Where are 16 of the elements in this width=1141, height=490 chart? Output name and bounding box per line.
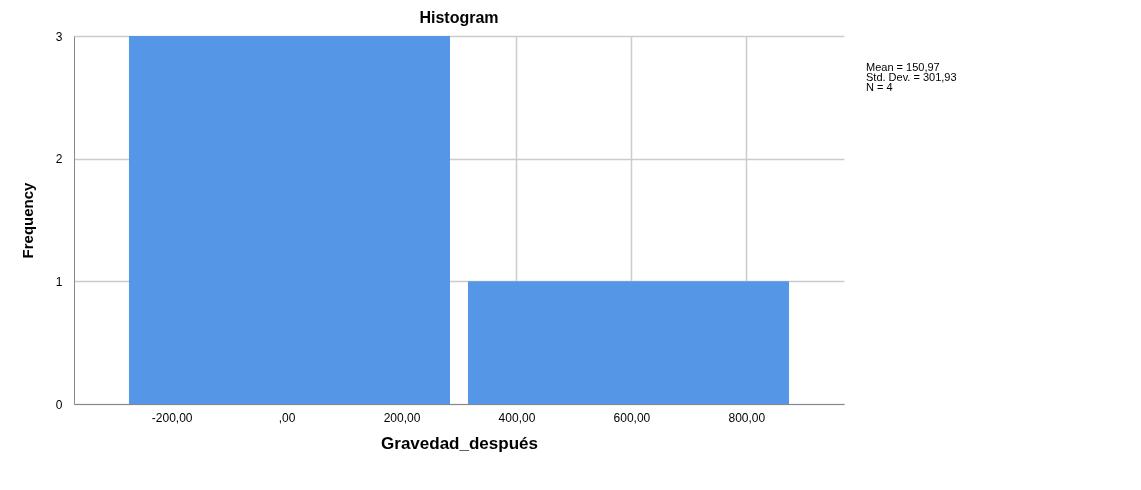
x-tick-label: 200,00: [383, 410, 421, 425]
y-axis-title: Frequency: [18, 181, 36, 259]
x-tick-label: -200,00: [151, 410, 193, 425]
text: N = 4: [866, 81, 894, 93]
y-tick-label: 3: [55, 29, 63, 44]
y-tick-label: 1: [55, 274, 63, 289]
text: Mean = 150,97: [866, 61, 940, 73]
x-tick-label: 600,00: [613, 410, 651, 425]
x-axis-title: Gravedad_después: [381, 433, 538, 453]
text: Std. Dev. = 301,93: [866, 71, 957, 83]
chart-title: Histogram: [419, 9, 499, 26]
y-tick-label: 2: [55, 152, 63, 167]
x-tick-label: ,00: [278, 410, 296, 425]
y-tick-label: 0: [55, 397, 63, 412]
x-tick-label: 400,00: [498, 410, 536, 425]
x-tick-label: 800,00: [728, 410, 766, 425]
